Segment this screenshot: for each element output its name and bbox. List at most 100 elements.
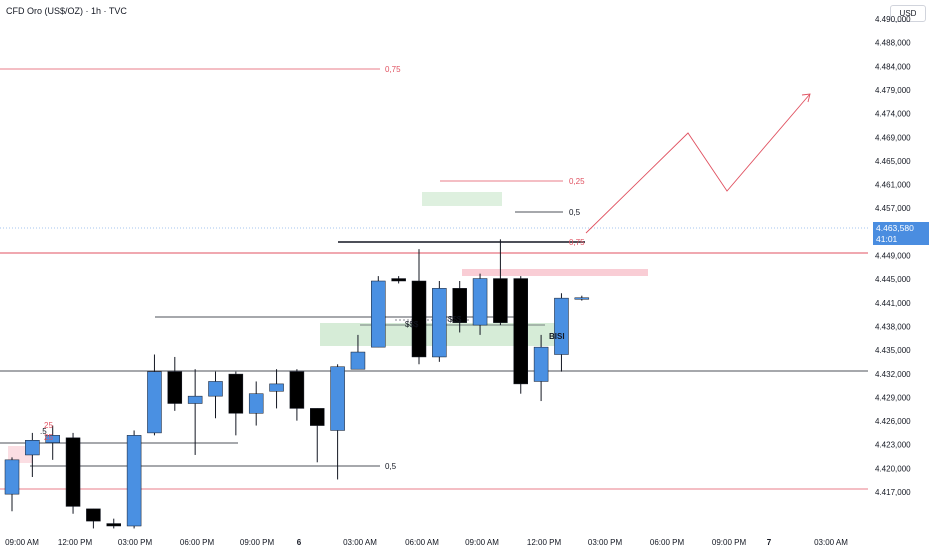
price-tick-label: 4.429,000 (875, 393, 911, 402)
price-tick-label: 4.479,000 (875, 86, 911, 95)
price-tick-label: 4.461,000 (875, 181, 911, 190)
candle (147, 354, 162, 436)
candle (228, 371, 244, 436)
candle-body (4, 459, 20, 495)
candle-body (371, 280, 386, 348)
candle (310, 408, 325, 463)
projection-path (585, 93, 811, 234)
candle-body (411, 280, 427, 358)
candle (248, 381, 264, 426)
candle-body (330, 366, 345, 431)
candle (187, 369, 203, 455)
candle (472, 273, 488, 335)
candle-body (513, 278, 528, 385)
supply-zone (462, 269, 648, 276)
candle (126, 430, 142, 529)
candle-body (167, 371, 183, 404)
chart-annotation: 0,75 (385, 65, 401, 74)
candle (513, 276, 528, 394)
time-tick-label: 09:00 PM (240, 538, 275, 547)
price-tick-label: 4.441,000 (875, 299, 911, 308)
chart-annotation: 0,25 (569, 177, 585, 186)
price-axis: 4.490,000 4.488,000 4.484,000 4.479,000 4.47… (875, 15, 911, 497)
candle (432, 281, 447, 362)
currency-selector[interactable]: USD (890, 5, 926, 22)
chart-annotation: BISI (549, 332, 565, 341)
price-tick-label: 4.438,000 (875, 322, 911, 331)
candle (4, 457, 20, 512)
time-tick-label: 09:00 AM (5, 538, 39, 547)
time-tick-label: 03:00 PM (118, 538, 153, 547)
chart-lines (0, 68, 868, 490)
current-price-value: 4.463,580 (876, 223, 914, 233)
candle-body (310, 408, 325, 426)
price-tick-label: 4.435,000 (875, 346, 911, 355)
projection-arrowhead (801, 93, 811, 103)
candle (554, 293, 569, 372)
candle (493, 239, 508, 326)
candle-body (554, 297, 569, 355)
candle-body (269, 383, 284, 392)
candle-body (574, 297, 590, 300)
candle (106, 518, 121, 529)
time-tick-label: 06:00 PM (650, 538, 685, 547)
candle-body (350, 351, 366, 370)
chart-annotation: .5 (40, 427, 47, 436)
candle-body (432, 288, 447, 358)
current-price-tag: 4.463,580 41:01 (873, 222, 929, 245)
chart-annotation: 25 (44, 433, 53, 442)
time-tick-label: 12:00 PM (527, 538, 562, 547)
time-tick-label: 06:00 PM (180, 538, 215, 547)
candle (371, 276, 386, 348)
chart-annotation: 0,5 (569, 208, 581, 217)
chart-candles (4, 239, 590, 529)
time-tick-label: 6 (297, 538, 302, 547)
candle-body (391, 278, 406, 282)
time-tick-label: 03:00 AM (814, 538, 848, 547)
candle-body (248, 393, 264, 414)
time-tick-label: 12:00 PM (58, 538, 93, 547)
price-tick-label: 4.465,000 (875, 157, 911, 166)
price-tick-label: 4.426,000 (875, 417, 911, 426)
chart-annotation: $$$ (448, 315, 462, 324)
candle-body (126, 435, 142, 527)
candle-body (208, 381, 223, 397)
price-tick-label: 4.445,000 (875, 275, 911, 284)
price-tick-label: 4.417,000 (875, 488, 911, 497)
upper-green-zone (422, 192, 502, 206)
candle (411, 249, 427, 365)
candle-body (147, 371, 162, 434)
chart-annotation: 0,5 (385, 462, 397, 471)
price-tick-label: 4.449,000 (875, 252, 911, 261)
time-axis: 09:00 AM 12:00 PM 03:00 PM 06:00 PM 09:00 PM… (5, 538, 848, 547)
candle-body (533, 346, 549, 382)
candle-body (45, 435, 60, 443)
price-tick-label: 4.474,000 (875, 110, 911, 119)
chart-annotation: $$$ (405, 320, 419, 329)
time-tick-label: 7 (767, 538, 772, 547)
chart-title: CFD Oro (US$/OZ) · 1h · TVC (6, 6, 127, 16)
candle (330, 364, 345, 480)
candle (86, 508, 101, 529)
candle-body (86, 508, 101, 522)
candle-body (472, 278, 488, 326)
candle-body (289, 371, 305, 409)
chart-annotation: 0,75 (569, 238, 585, 247)
chart-annotation: 25 (44, 421, 53, 430)
candle (208, 371, 223, 419)
candle-body (228, 373, 244, 414)
price-tick-label: 4.490,000 (875, 15, 911, 24)
candle-body (65, 437, 81, 507)
candle-countdown: 41:01 (876, 234, 898, 244)
candle (269, 369, 284, 409)
candle-body (452, 288, 467, 323)
time-tick-label: 09:00 PM (712, 538, 747, 547)
chart-annotations: 0,75 0,25 0,5 0,75 0,5 BISI $$$ $$$ .525 25 (40, 65, 585, 471)
candle (25, 432, 40, 477)
price-tick-label: 4.432,000 (875, 370, 911, 379)
price-tick-label: 4.484,000 (875, 62, 911, 71)
candle (350, 334, 366, 370)
time-tick-label: 09:00 AM (465, 538, 499, 547)
candle-body (106, 523, 121, 527)
